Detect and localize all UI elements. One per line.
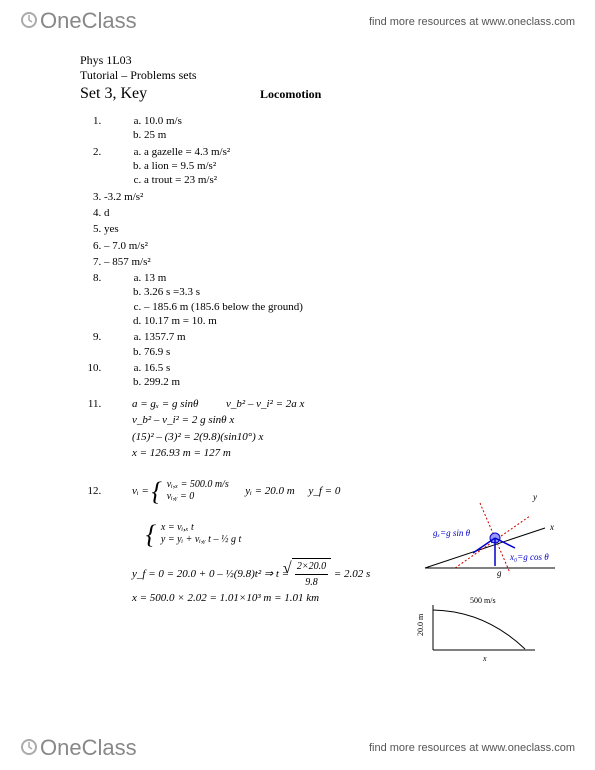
q2a: a gazelle = 4.3 m/s² — [144, 145, 515, 159]
diagram-incline: y x gₓ=g sin θ x₀=g cos θ g — [415, 488, 565, 578]
q8d: 10.17 m = 10. m — [144, 314, 515, 328]
svg-text:y: y — [532, 492, 537, 502]
section-title: Locomotion — [260, 87, 515, 102]
eq11-l1b: v_b² – v_i² = 2a x — [226, 398, 304, 410]
eq12-vi-label: vᵢ = — [132, 485, 149, 497]
eq12-sqrt-den: 9.8 — [295, 575, 328, 590]
svg-text:500 m/s: 500 m/s — [470, 596, 496, 605]
eq12-kx: x = vᵢ,ₓ t — [161, 522, 194, 533]
svg-text:x: x — [549, 522, 554, 532]
diagram-projectile: 500 m/s 20.0 m x — [415, 595, 545, 665]
q5: yes — [104, 222, 515, 236]
svg-text:gₓ=g sin θ: gₓ=g sin θ — [433, 528, 471, 538]
footer-resources-link[interactable]: find more resources at www.oneclass.com — [369, 742, 575, 754]
eq12-viy: vᵢ,ᵧ = 0 — [167, 491, 195, 502]
page-header: OneClass find more resources at www.onec… — [0, 0, 595, 43]
q6: – 7.0 m/s² — [104, 239, 515, 253]
eq12-yi: yᵢ = 20.0 m — [245, 485, 295, 497]
footer-logo: OneClass — [20, 735, 137, 762]
footer-logo-one: One — [40, 735, 82, 760]
logo-text-class: Class — [82, 8, 137, 33]
q4: d — [104, 206, 515, 220]
eq12-sqrt: 2×20.09.8 — [292, 558, 331, 590]
q7: – 857 m/s² — [104, 255, 515, 269]
course-code: Phys 1L03 — [80, 53, 515, 68]
q9b: 76.9 s — [144, 345, 515, 359]
svg-text:x: x — [482, 654, 487, 663]
eq12-yf: y_f = 0 — [308, 485, 340, 497]
subtitle: Tutorial – Problems sets — [80, 68, 515, 83]
eq11-l1a: a = gₓ = g sinθ — [132, 398, 198, 410]
q8c: – 185.6 m (185.6 below the ground) — [144, 300, 515, 314]
logo-text-one: One — [40, 8, 82, 33]
svg-text:20.0 m: 20.0 m — [416, 613, 425, 636]
resources-link[interactable]: find more resources at www.oneclass.com — [369, 16, 575, 28]
eq11-l3: (15)² – (3)² = 2(9.8)(sin10°) x — [132, 429, 515, 446]
q1: 10.0 m/s 25 m — [104, 114, 515, 143]
logo: OneClass — [20, 8, 137, 35]
q9a: 1357.7 m — [144, 330, 515, 344]
eq11-l4: x = 126.93 m = 127 m — [132, 445, 515, 462]
q1b: 25 m — [144, 128, 515, 142]
q10: 16.5 s 299.2 m — [104, 361, 515, 390]
eq12-tresult: = 2.02 s — [334, 568, 370, 580]
q9: 1357.7 m 76.9 s — [104, 330, 515, 359]
q8: 13 m 3.26 s =3.3 s – 185.6 m (185.6 belo… — [104, 271, 515, 328]
q2b: a lion = 9.5 m/s² — [144, 159, 515, 173]
q10b: 299.2 m — [144, 375, 515, 389]
svg-text:x₀=g cos θ: x₀=g cos θ — [509, 552, 549, 562]
q3: -3.2 m/s² — [104, 190, 515, 204]
q2: a gazelle = 4.3 m/s² a lion = 9.5 m/s² a… — [104, 145, 515, 188]
q8a: 13 m — [144, 271, 515, 285]
eq12-vix: vᵢ,ₓ = 500.0 m/s — [167, 479, 229, 490]
eq12-sqrt-num: 2×20.0 — [295, 559, 328, 575]
footer-logo-icon — [20, 736, 38, 762]
footer-logo-class: Class — [82, 735, 137, 760]
q8b: 3.26 s =3.3 s — [144, 285, 515, 299]
eq12-ky: y = yᵢ + vᵢ,ᵧ t – ½ g t — [161, 534, 241, 545]
q10a: 16.5 s — [144, 361, 515, 375]
q1a: 10.0 m/s — [144, 114, 515, 128]
eq12-yfline: y_f = 0 = 20.0 + 0 – ½(9.8)t² ⇒ t = — [132, 568, 289, 580]
logo-icon — [20, 9, 38, 35]
q11: a = gₓ = g sinθ v_b² – v_i² = 2a x v_b² … — [104, 396, 515, 462]
svg-text:g: g — [497, 568, 502, 578]
q2c: a trout = 23 m/s² — [144, 173, 515, 187]
eq11-l2: v_b² – v_i² = 2 g sinθ x — [132, 412, 515, 429]
page-footer: OneClass find more resources at www.onec… — [0, 727, 595, 770]
